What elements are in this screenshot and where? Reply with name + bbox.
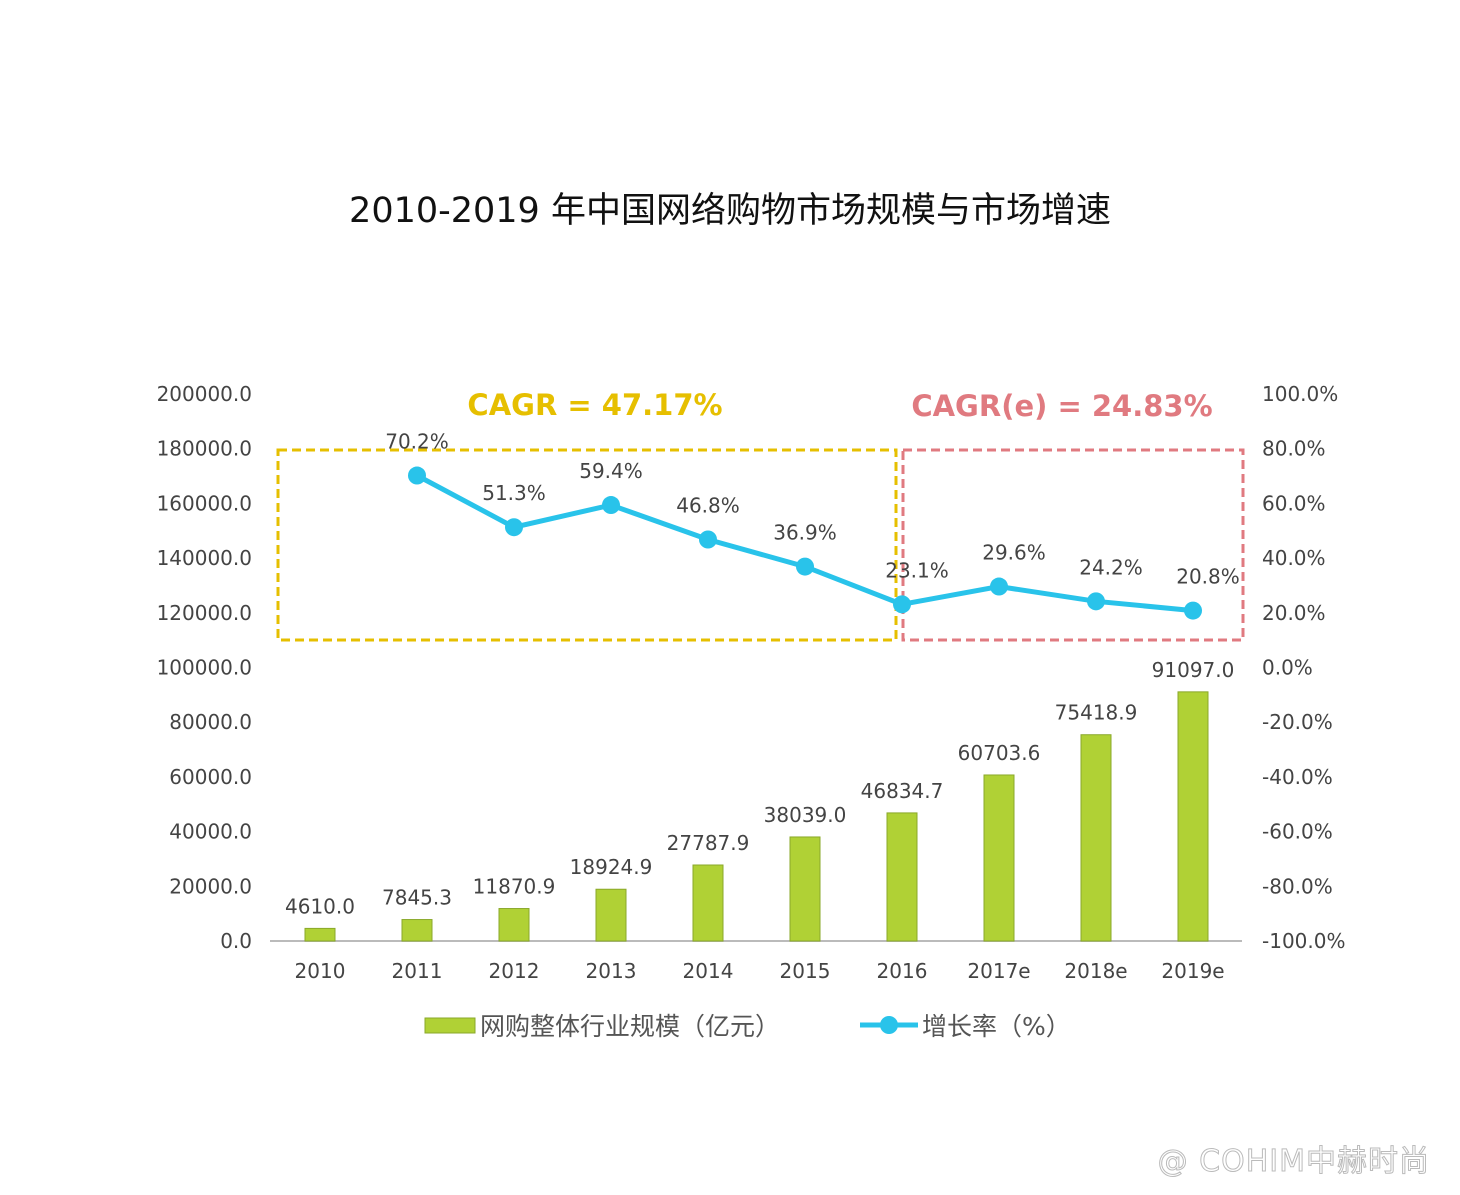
growth-data-label: 23.1% [885,558,949,582]
bar [692,864,724,942]
left-axis-tick: 60000.0 [169,765,252,789]
x-axis-tick: 2019e [1161,959,1224,983]
left-axis-tick: 100000.0 [157,656,252,680]
bar-data-label: 38039.0 [764,803,847,827]
left-axis-tick: 180000.0 [157,437,252,461]
x-axis-tick: 2016 [877,959,928,983]
bar [789,836,821,942]
bar [1177,691,1209,942]
bar-data-label: 18924.9 [570,855,653,879]
growth-data-label: 29.6% [982,541,1046,565]
cagr-label-historical: CAGR = 47.17% [467,388,722,422]
bar-data-label: 46834.7 [861,779,944,803]
legend-bar-label: 网购整体行业规模（亿元） [480,1012,780,1041]
right-axis-tick: -20.0% [1262,710,1333,734]
x-axis-tick: 2015 [780,959,831,983]
right-axis-tick: 80.0% [1262,437,1326,461]
legend: 网购整体行业规模（亿元） 增长率（%） [424,1012,1071,1041]
left-axis-tick: 140000.0 [157,546,252,570]
growth-data-label: 36.9% [773,521,837,545]
growth-data-label: 51.3% [482,481,546,505]
bar [304,927,336,942]
x-axis-tick: 2018e [1064,959,1127,983]
bar [401,919,433,942]
right-axis-tick: 40.0% [1262,546,1326,570]
x-axis-tick: 2011 [392,959,443,983]
bar [983,774,1015,942]
right-axis-tick: 0.0% [1262,656,1313,680]
growth-data-label: 46.8% [676,494,740,518]
growth-point [1087,592,1105,611]
bar [498,908,530,942]
chart-title: 2010-2019 年中国网络购物市场规模与市场增速 [349,191,1111,231]
left-axis-tick: 200000.0 [157,382,252,406]
growth-point [1184,601,1202,620]
right-axis-tick: 100.0% [1262,382,1338,406]
bar-data-label: 7845.3 [382,886,452,910]
x-axis-tick: 2013 [586,959,637,983]
left-axis-tick: 120000.0 [157,601,252,625]
right-axis-tick: -80.0% [1262,874,1333,898]
bar [886,812,918,942]
x-axis-tick: 2017e [967,959,1030,983]
growth-point [602,496,620,515]
right-axis-tick: -60.0% [1262,820,1333,844]
right-axis-tick: 20.0% [1262,601,1326,625]
bar-data-label: 11870.9 [473,875,556,899]
x-axis-tick: 2012 [489,959,540,983]
left-axis-tick: 40000.0 [169,820,252,844]
bar [1080,734,1112,942]
left-axis-tick: 80000.0 [169,710,252,734]
right-axis-tick: 60.0% [1262,491,1326,515]
growth-point [796,557,814,576]
growth-data-label: 20.8% [1176,565,1240,589]
left-axis-tick: 20000.0 [169,874,252,898]
left-axis-tick: 0.0 [220,929,252,953]
bar [595,888,627,942]
bar-data-label: 91097.0 [1152,658,1235,682]
growth-point [505,518,523,537]
cagr-label-forecast: CAGR(e) = 24.83% [911,389,1212,423]
watermark: @ COHIM中赫时尚 [1157,1144,1430,1180]
growth-data-label: 59.4% [579,459,643,483]
cagr-box-forecast [901,448,1245,642]
bar-data-label: 4610.0 [285,894,355,918]
growth-data-label: 24.2% [1079,555,1143,579]
legend-line-marker [880,1016,898,1034]
growth-point [408,466,426,485]
right-axis-tick: -40.0% [1262,765,1333,789]
bar-data-label: 27787.9 [667,831,750,855]
cagr-box-historical [276,448,898,642]
growth-point [990,577,1008,596]
right-axis-tick: -100.0% [1262,929,1345,953]
growth-point [893,595,911,614]
bar-data-label: 75418.9 [1055,701,1138,725]
left-axis-tick: 160000.0 [157,491,252,515]
legend-bar-swatch [424,1017,476,1034]
x-axis-tick: 2010 [295,959,346,983]
bar-data-label: 60703.6 [958,741,1041,765]
growth-data-label: 70.2% [385,430,449,454]
legend-line-label: 增长率（%） [922,1012,1071,1041]
growth-point [699,530,717,549]
x-axis-tick: 2014 [683,959,734,983]
